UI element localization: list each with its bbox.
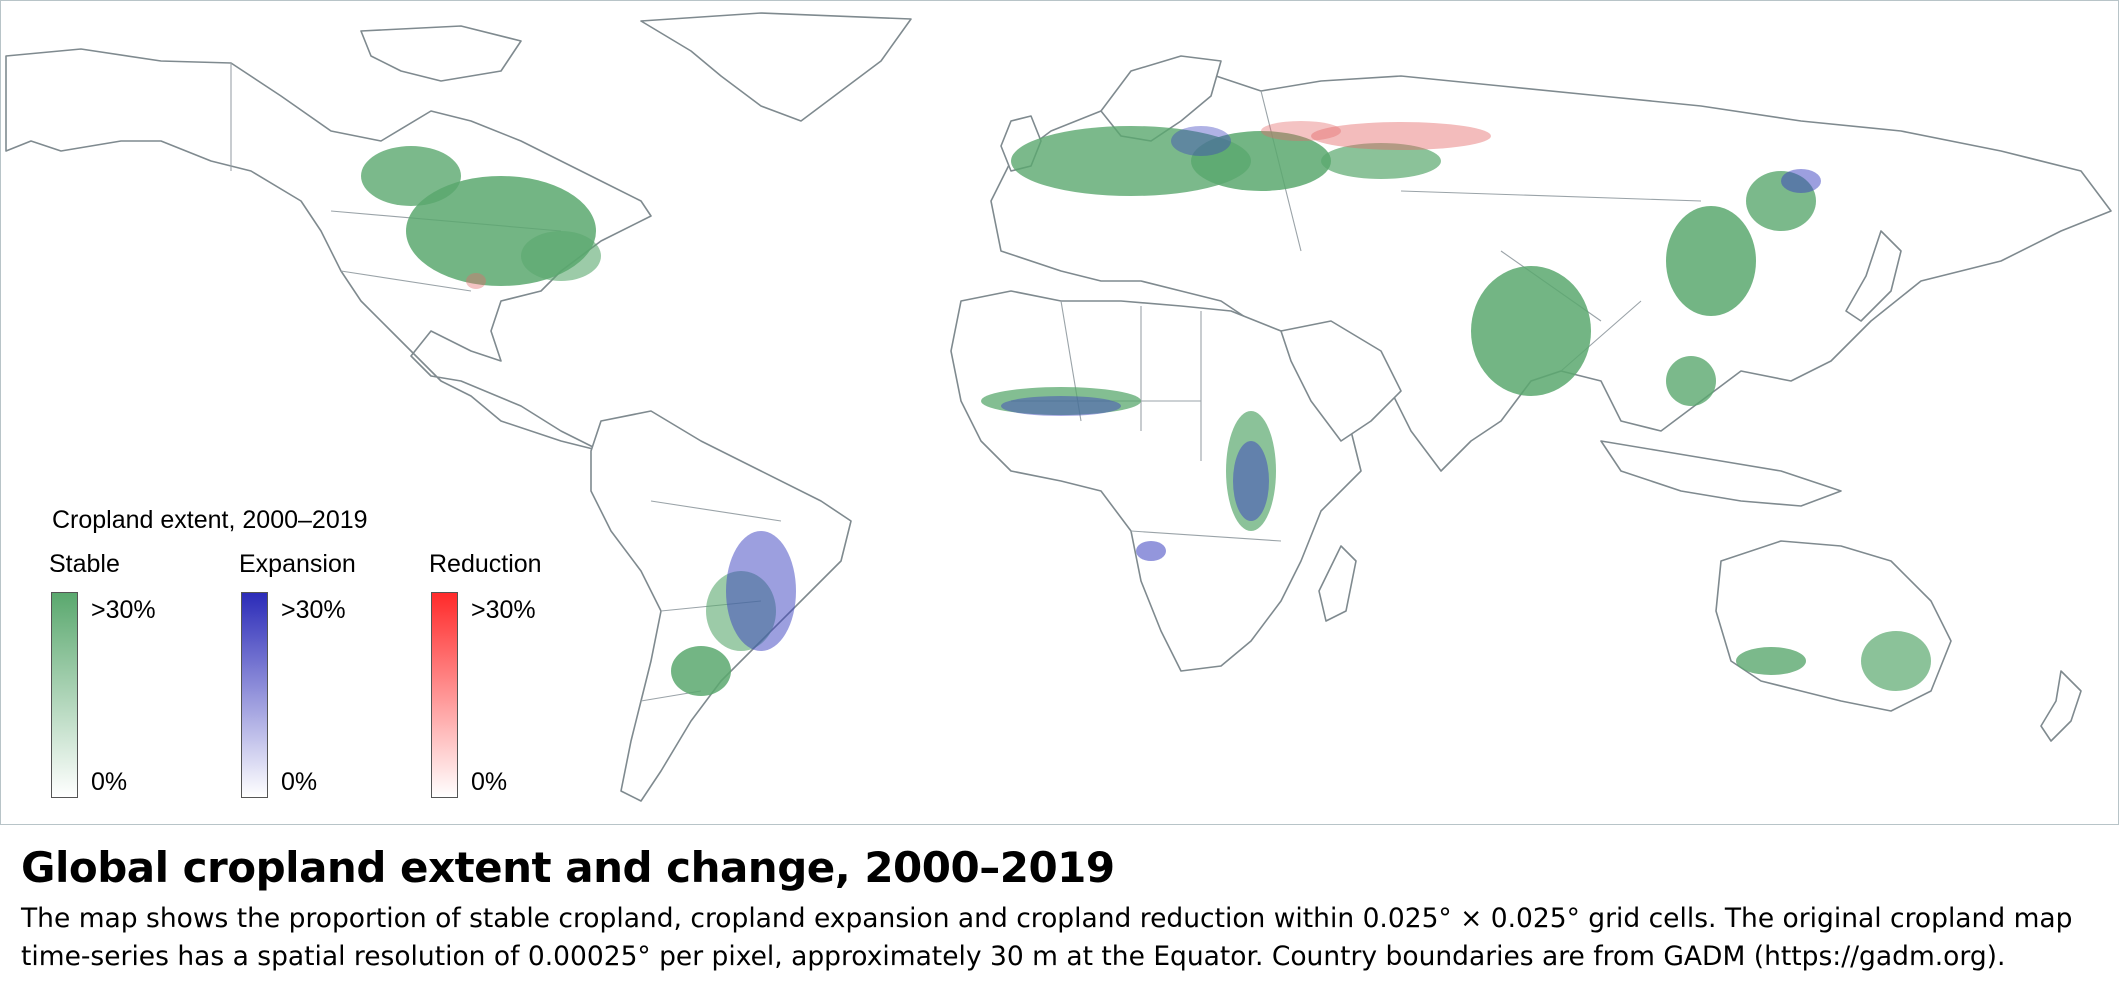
madagascar bbox=[1318, 545, 1357, 622]
caption-line-1: The map shows the proportion of stable c… bbox=[21, 903, 2073, 934]
legend-expansion-label: Expansion bbox=[239, 550, 356, 578]
legend-stable-min: 0% bbox=[91, 768, 128, 796]
cropland-expansion bbox=[726, 126, 1821, 651]
arctic-islands bbox=[360, 25, 522, 82]
legend-expansion-max: >30% bbox=[281, 596, 346, 624]
caption-line-2: time-series has a spatial resolution of … bbox=[21, 941, 2006, 972]
cropland-stable bbox=[361, 126, 1931, 696]
legend-expansion-min: 0% bbox=[281, 768, 318, 796]
legend-stable-label: Stable bbox=[49, 550, 120, 578]
world-map: Cropland extent, 2000–2019 Stable >30% 0… bbox=[0, 0, 2119, 825]
legend-expansion: Expansion >30% 0% bbox=[239, 550, 429, 800]
legend-stable: Stable >30% 0% bbox=[49, 550, 239, 800]
caption-body: The map shows the proportion of stable c… bbox=[21, 900, 2101, 976]
caption-title: Global cropland extent and change, 2000–… bbox=[21, 843, 1115, 892]
map-legend: Cropland extent, 2000–2019 Stable >30% 0… bbox=[49, 506, 589, 806]
legend-title: Cropland extent, 2000–2019 bbox=[52, 506, 368, 534]
greenland bbox=[640, 12, 912, 122]
legend-reduction-colorbar bbox=[431, 592, 458, 798]
indonesia bbox=[1600, 440, 1842, 507]
legend-reduction: Reduction >30% 0% bbox=[429, 550, 619, 800]
legend-stable-colorbar bbox=[51, 592, 78, 798]
new-zealand bbox=[2040, 670, 2082, 742]
legend-expansion-colorbar bbox=[241, 592, 268, 798]
legend-reduction-min: 0% bbox=[471, 768, 508, 796]
arabian-peninsula bbox=[1280, 320, 1402, 442]
legend-stable-max: >30% bbox=[91, 596, 156, 624]
cropland-reduction bbox=[466, 121, 1491, 289]
africa bbox=[950, 290, 1362, 672]
world-map-graphic bbox=[5, 12, 2112, 802]
legend-reduction-max: >30% bbox=[471, 596, 536, 624]
japan bbox=[1845, 230, 1902, 322]
legend-reduction-label: Reduction bbox=[429, 550, 542, 578]
north-america bbox=[5, 48, 652, 452]
